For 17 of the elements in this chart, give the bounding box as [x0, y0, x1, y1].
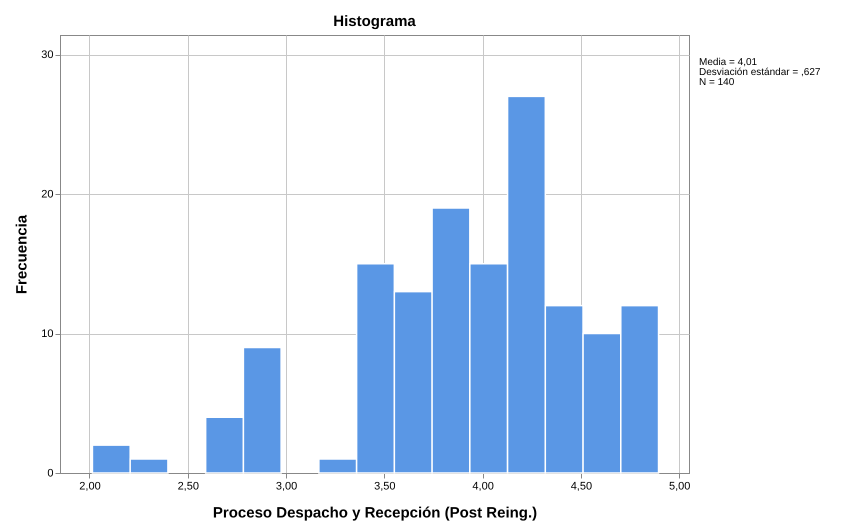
text: Desviación estándar = ,627 — [699, 67, 821, 78]
y-axis-title: Frecuencia — [13, 214, 30, 294]
x-axis-title: Proceso Despacho y Recepción (Post Reing.) — [212, 504, 538, 522]
text: Media = 4,01 — [699, 57, 758, 68]
chart-title: Histograma — [333, 13, 416, 30]
x-tick-label: 2,50 — [178, 480, 199, 492]
y-tick-label: 0 — [47, 468, 54, 480]
text: N = 140 — [699, 77, 735, 88]
y-tick-label: 20 — [41, 188, 54, 201]
x-tick-label: 2,00 — [79, 480, 101, 492]
x-tick-label: 4,50 — [570, 480, 592, 492]
x-tick-label: 3,50 — [374, 480, 396, 492]
x-tick-label: 3,00 — [276, 480, 298, 492]
y-tick-label: 30 — [41, 49, 54, 62]
x-tick-label: 4,00 — [472, 480, 494, 492]
x-tick-label: 5,00 — [668, 480, 690, 492]
y-tick-label: 10 — [41, 328, 54, 340]
